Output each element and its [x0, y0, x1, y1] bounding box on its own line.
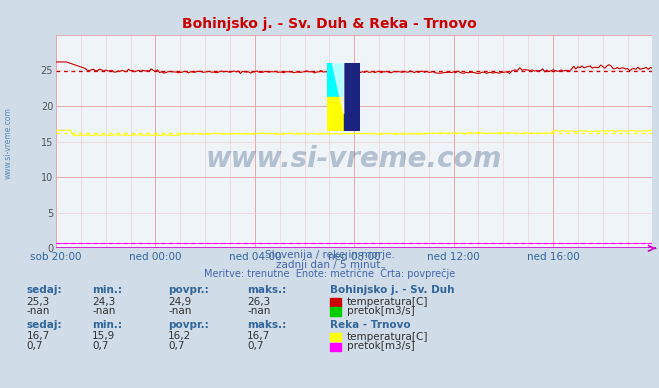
Text: -nan: -nan	[247, 306, 270, 316]
Text: 25,3: 25,3	[26, 296, 49, 307]
Text: www.si-vreme.com: www.si-vreme.com	[3, 107, 13, 180]
Text: 0,7: 0,7	[247, 341, 264, 351]
Text: 0,7: 0,7	[168, 341, 185, 351]
Text: -nan: -nan	[168, 306, 191, 316]
Text: min.:: min.:	[92, 320, 123, 330]
Text: Slovenija / reke in morje.: Slovenija / reke in morje.	[264, 250, 395, 260]
Text: 15,9: 15,9	[92, 331, 115, 341]
Text: 16,7: 16,7	[247, 331, 270, 341]
Text: 16,2: 16,2	[168, 331, 191, 341]
Text: temperatura[C]: temperatura[C]	[347, 296, 428, 307]
Text: 24,3: 24,3	[92, 296, 115, 307]
Text: 0,7: 0,7	[92, 341, 109, 351]
Text: pretok[m3/s]: pretok[m3/s]	[347, 306, 415, 316]
Text: Meritve: trenutne  Enote: metrične  Črta: povprečje: Meritve: trenutne Enote: metrične Črta: …	[204, 267, 455, 279]
Text: povpr.:: povpr.:	[168, 285, 209, 295]
Text: maks.:: maks.:	[247, 285, 287, 295]
Text: sedaj:: sedaj:	[26, 285, 62, 295]
Text: -nan: -nan	[26, 306, 49, 316]
Text: 24,9: 24,9	[168, 296, 191, 307]
Text: temperatura[C]: temperatura[C]	[347, 331, 428, 341]
Text: www.si-vreme.com: www.si-vreme.com	[206, 145, 502, 173]
Text: 26,3: 26,3	[247, 296, 270, 307]
Text: povpr.:: povpr.:	[168, 320, 209, 330]
Text: maks.:: maks.:	[247, 320, 287, 330]
Text: zadnji dan / 5 minut.: zadnji dan / 5 minut.	[275, 260, 384, 270]
Text: pretok[m3/s]: pretok[m3/s]	[347, 341, 415, 351]
Text: Bohinjsko j. - Sv. Duh & Reka - Trnovo: Bohinjsko j. - Sv. Duh & Reka - Trnovo	[182, 17, 477, 31]
Text: min.:: min.:	[92, 285, 123, 295]
Text: Reka - Trnovo: Reka - Trnovo	[330, 320, 410, 330]
Text: sedaj:: sedaj:	[26, 320, 62, 330]
Text: -nan: -nan	[92, 306, 115, 316]
Text: 16,7: 16,7	[26, 331, 49, 341]
Text: Bohinjsko j. - Sv. Duh: Bohinjsko j. - Sv. Duh	[330, 285, 454, 295]
Text: 0,7: 0,7	[26, 341, 43, 351]
